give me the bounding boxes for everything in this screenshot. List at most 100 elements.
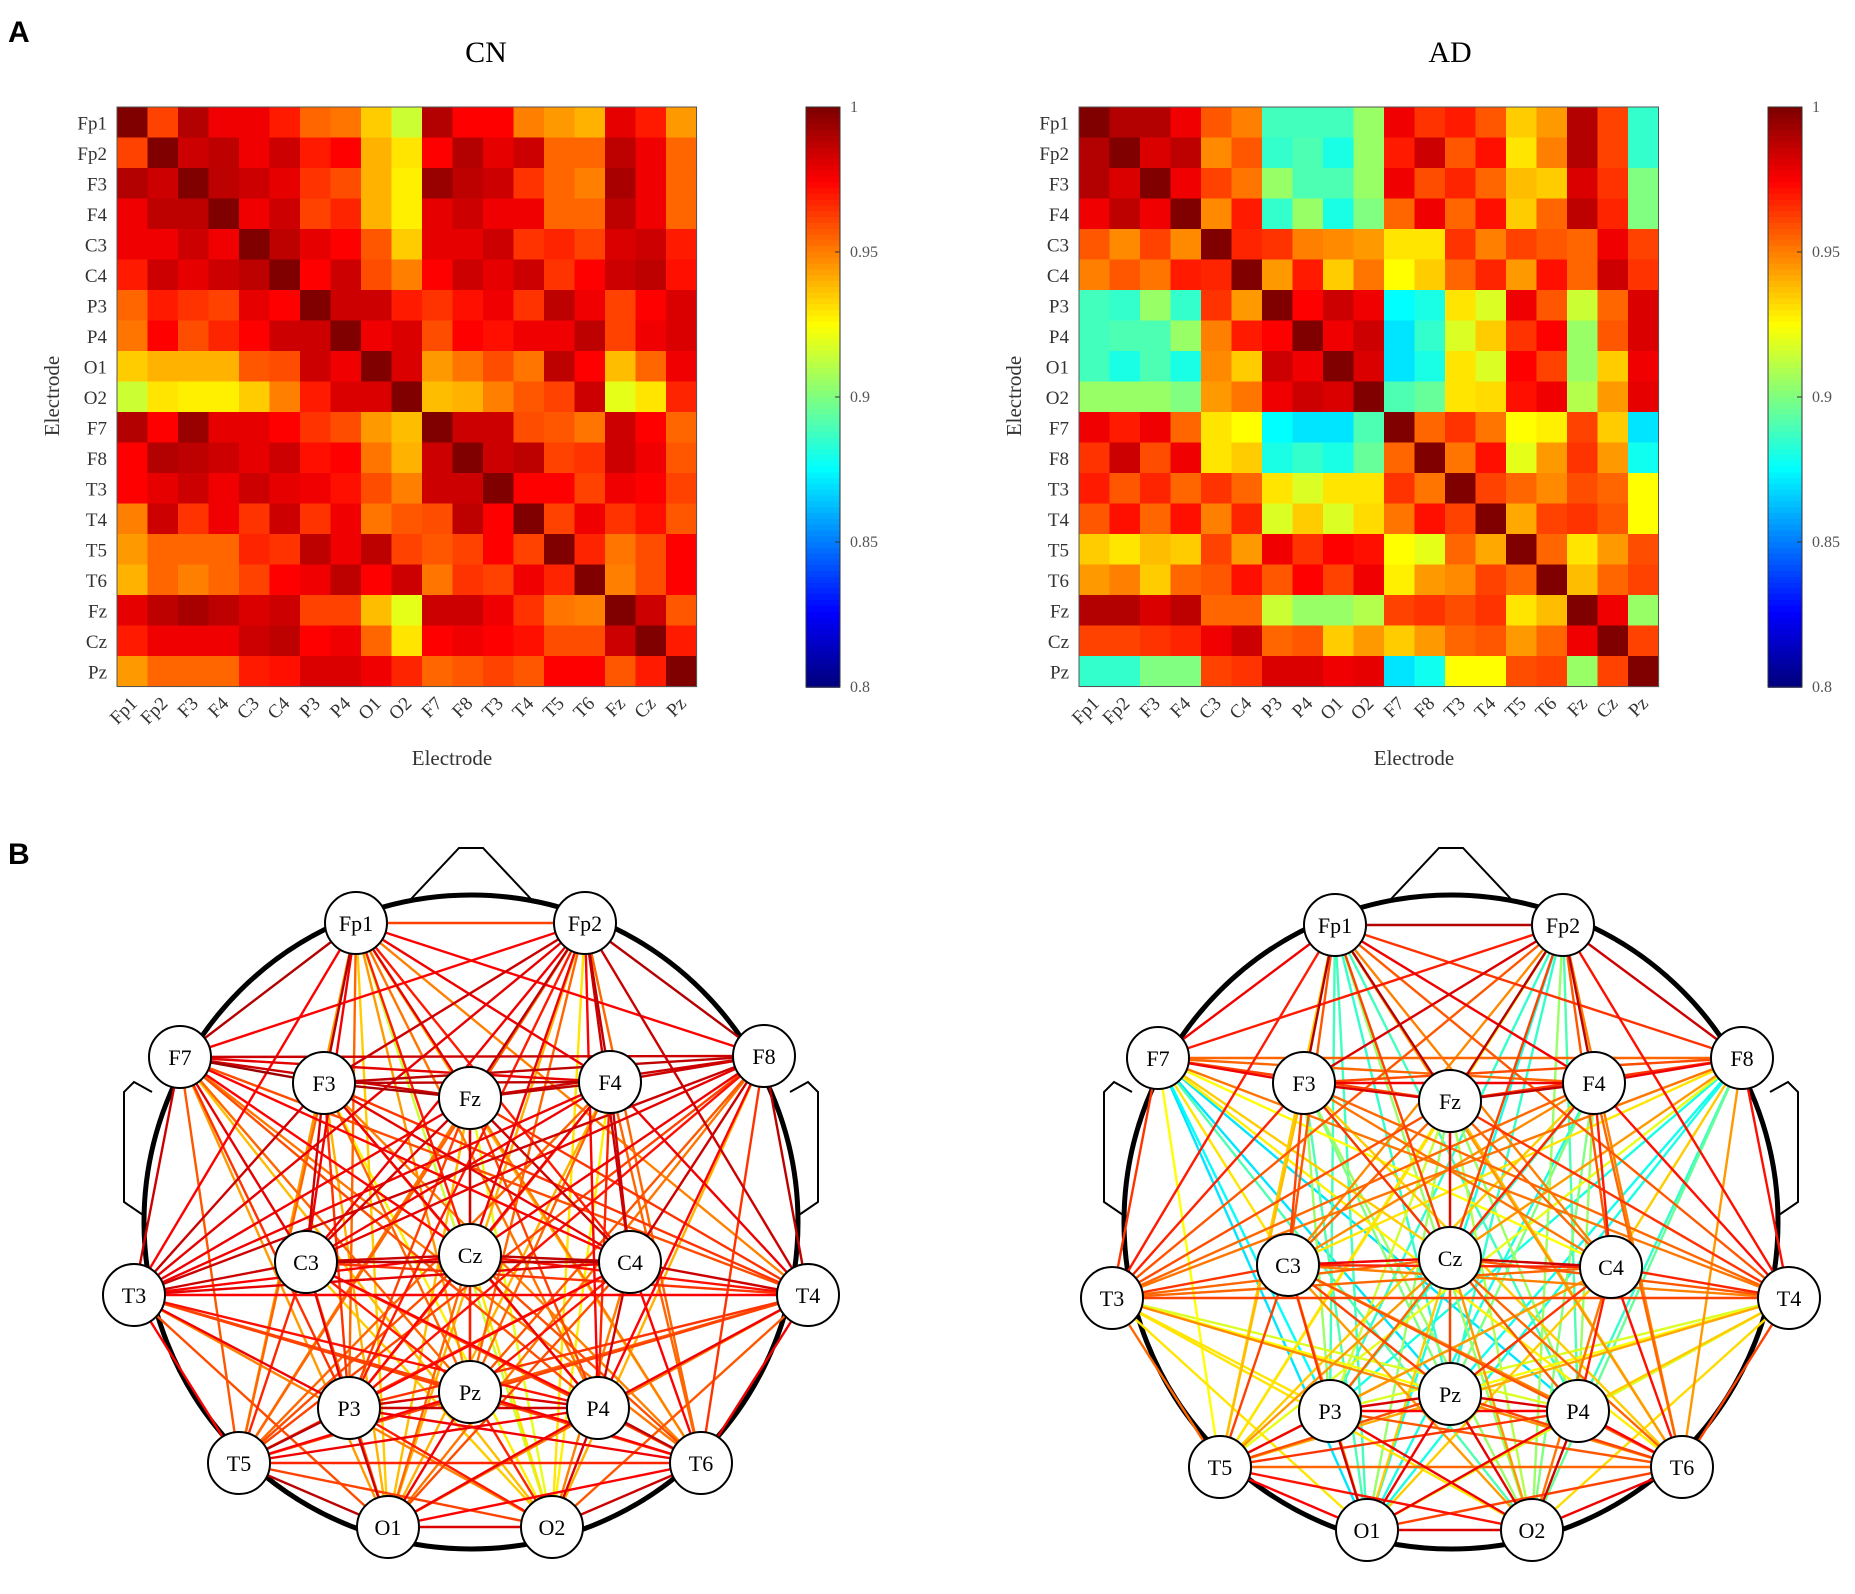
ad-edge-F3-Pz — [1302, 1082, 1452, 1395]
ad-edge-O1-T3 — [1111, 1297, 1368, 1531]
ad-node-f3: F3 — [1272, 1051, 1336, 1115]
cn-cell-Cz-T4 — [513, 625, 545, 657]
ad-colorbar-band — [1768, 275, 1802, 282]
cn-cell-C4-T3 — [483, 259, 515, 291]
ad-cell-P3-Pz — [1628, 290, 1660, 322]
cn-colorbar-band — [806, 437, 840, 445]
ad-edge-Fp2-T4 — [1561, 924, 1791, 1299]
cn-cell-T3-O1 — [361, 473, 393, 505]
ad-node-circle — [1650, 1435, 1714, 1499]
ad-colorbar-band — [1768, 315, 1802, 323]
ad-cell-T6-F7 — [1384, 564, 1416, 596]
ad-cell-C3-F3 — [1140, 229, 1172, 261]
cn-cell-P4-O1 — [361, 320, 393, 352]
cn-node-circle — [438, 1066, 502, 1130]
cn-cell-Pz-O2 — [391, 656, 423, 688]
ad-cell-Fp2-O1 — [1323, 137, 1355, 169]
cn-cell-Fp2-O2 — [391, 137, 423, 169]
cn-cell-T5-F8 — [452, 534, 484, 566]
ad-edge-O2-T4 — [1531, 1297, 1790, 1531]
ad-y-tick: Fp2 — [1039, 144, 1069, 165]
cn-node-label: O1 — [375, 1515, 402, 1540]
ad-colorbar-band — [1768, 634, 1802, 642]
cn-cell-T4-Fp2 — [147, 503, 179, 535]
cn-cell-T6-O1 — [361, 564, 393, 596]
cn-colorbar-band — [806, 431, 840, 439]
ad-node-label: Cz — [1438, 1246, 1463, 1271]
cn-cell-P4-Cz — [635, 320, 667, 352]
cn-colorbar-band — [806, 112, 840, 120]
cn-node-label: P4 — [586, 1396, 609, 1421]
cn-cell-Fp1-F7 — [422, 107, 454, 139]
cn-cell-F8-O2 — [391, 442, 423, 474]
cn-cell-F7-O1 — [361, 412, 393, 444]
ad-edge-F7-T3 — [1110, 1057, 1160, 1299]
cn-edge-O1-T3 — [133, 1294, 389, 1528]
cn-cell-O2-T6 — [574, 381, 606, 413]
cn-node-fz: Fz — [438, 1066, 502, 1130]
cn-cell-C4-Fp2 — [147, 259, 179, 291]
cn-edge-C4-F8 — [628, 1055, 766, 1263]
ad-cell-T4-F7 — [1384, 503, 1416, 535]
cn-colorbar-band — [806, 205, 840, 213]
ad-colorbar-band — [1768, 466, 1802, 474]
ad-cell-T4-C3 — [1201, 503, 1233, 535]
cn-edge-T4-T6 — [699, 1294, 810, 1464]
cn-cell-C3-O2 — [391, 229, 423, 261]
ad-cell-O1-Pz — [1628, 351, 1660, 383]
ad-cell-C3-T5 — [1506, 229, 1538, 261]
cn-cell-F7-Fp2 — [147, 412, 179, 444]
ad-cell-F3-Fp1 — [1079, 168, 1111, 200]
ad-cell-C3-Fp1 — [1079, 229, 1111, 261]
ad-colorbar-band — [1768, 455, 1802, 462]
cn-cell-T5-Pz — [666, 534, 698, 566]
cn-cell-P3-Fz — [605, 290, 637, 322]
cn-cell-T3-C3 — [239, 473, 271, 505]
cn-cell-Pz-T5 — [544, 656, 576, 688]
cn-colorbar-tick: 0.8 — [850, 679, 870, 696]
ad-cell-T3-F4 — [1170, 473, 1202, 505]
ad-colorbar-band — [1768, 228, 1802, 236]
ad-colorbar-band — [1768, 217, 1802, 224]
ad-cell-F4-Fp1 — [1079, 198, 1111, 230]
ad-node-t3: T3 — [1080, 1266, 1144, 1330]
ad-heatmap-xlabel: Electrode — [1374, 746, 1454, 770]
ad-node-circle — [1126, 1026, 1190, 1090]
ad-cell-T3-P3 — [1262, 473, 1294, 505]
ad-colorbar-band — [1768, 211, 1802, 218]
ad-cell-T5-Fp1 — [1079, 534, 1111, 566]
cn-edge-F3-C4 — [323, 1081, 631, 1264]
ad-colorbar-tick: 0.85 — [1812, 534, 1840, 551]
ad-cell-Cz-O1 — [1323, 625, 1355, 657]
ad-y-tick: O2 — [1046, 388, 1069, 409]
cn-cell-T3-F7 — [422, 473, 454, 505]
ad-colorbar-band — [1768, 397, 1802, 404]
ad-cell-F4-Pz — [1628, 198, 1660, 230]
ad-cell-T3-T3 — [1445, 473, 1477, 505]
cn-cell-T6-C4 — [269, 564, 301, 596]
cn-colorbar-band — [806, 582, 840, 590]
ad-cell-Fz-Pz — [1628, 595, 1660, 627]
ad-edge-O1-F8 — [1366, 1057, 1743, 1531]
ad-cell-T4-T5 — [1506, 503, 1538, 535]
ad-node-f7: F7 — [1126, 1026, 1190, 1090]
ad-cell-F4-T4 — [1475, 198, 1507, 230]
ad-cell-F7-T3 — [1445, 412, 1477, 444]
cn-cell-C4-Pz — [666, 259, 698, 291]
cn-cell-C4-F7 — [422, 259, 454, 291]
cn-cell-Fp1-C4 — [269, 107, 301, 139]
ad-cell-T4-Cz — [1597, 503, 1629, 535]
ad-edge-C4-Pz — [1449, 1266, 1612, 1395]
cn-cell-C4-T4 — [513, 259, 545, 291]
ad-cell-F8-Fp2 — [1109, 442, 1141, 474]
ad-colorbar-band — [1768, 292, 1802, 300]
cn-cell-P3-P3 — [300, 290, 332, 322]
ad-cell-Fp1-F4 — [1170, 107, 1202, 139]
ad-node-circle — [1335, 1498, 1399, 1562]
cn-head-outline — [123, 847, 819, 1552]
cn-edge-F4-T4 — [609, 1081, 809, 1296]
cn-cell-T3-Cz — [635, 473, 667, 505]
cn-cell-Fz-T3 — [483, 595, 515, 627]
ad-cell-Cz-F4 — [1170, 625, 1202, 657]
cn-cell-F3-O1 — [361, 168, 393, 200]
